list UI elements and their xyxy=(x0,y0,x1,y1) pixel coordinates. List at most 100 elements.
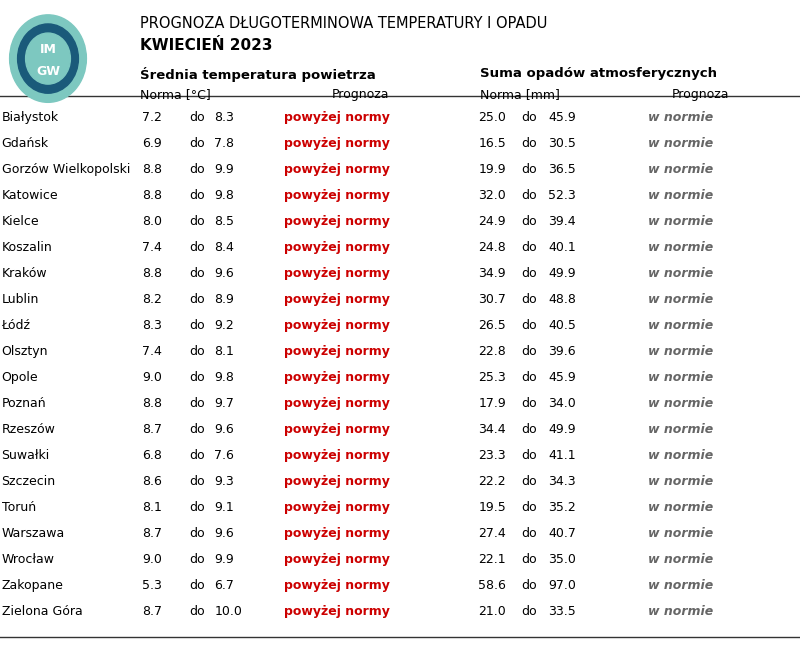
Text: do: do xyxy=(189,215,205,228)
Text: 16.5: 16.5 xyxy=(478,137,506,150)
Text: powyżej normy: powyżej normy xyxy=(284,397,390,410)
Text: 7.8: 7.8 xyxy=(214,137,234,150)
Text: 5.3: 5.3 xyxy=(142,579,162,592)
Text: KWIECIEŃ 2023: KWIECIEŃ 2023 xyxy=(140,38,273,53)
Text: 34.9: 34.9 xyxy=(478,267,506,280)
Text: do: do xyxy=(189,501,205,514)
Text: PROGNOZA DŁUGOTERMINOWA TEMPERATURY I OPADU: PROGNOZA DŁUGOTERMINOWA TEMPERATURY I OP… xyxy=(140,16,547,31)
Text: 34.4: 34.4 xyxy=(478,423,506,436)
Text: 19.5: 19.5 xyxy=(478,501,506,514)
Text: do: do xyxy=(189,345,205,358)
Text: 8.4: 8.4 xyxy=(214,241,234,254)
Text: 40.1: 40.1 xyxy=(548,241,576,254)
Text: w normie: w normie xyxy=(648,137,714,150)
Text: w normie: w normie xyxy=(648,111,714,124)
Text: do: do xyxy=(522,215,538,228)
Text: 45.9: 45.9 xyxy=(548,111,576,124)
Text: 35.0: 35.0 xyxy=(548,553,576,566)
Circle shape xyxy=(26,33,70,84)
Text: Kraków: Kraków xyxy=(2,267,47,280)
Text: do: do xyxy=(522,267,538,280)
Text: 49.9: 49.9 xyxy=(548,267,576,280)
Text: do: do xyxy=(522,449,538,462)
Text: powyżej normy: powyżej normy xyxy=(284,449,390,462)
Text: 39.6: 39.6 xyxy=(548,345,576,358)
Text: powyżej normy: powyżej normy xyxy=(284,605,390,618)
Text: 9.2: 9.2 xyxy=(214,319,234,332)
Text: 25.0: 25.0 xyxy=(478,111,506,124)
Text: Olsztyn: Olsztyn xyxy=(2,345,48,358)
Text: 8.5: 8.5 xyxy=(214,215,234,228)
Text: 8.1: 8.1 xyxy=(214,345,234,358)
Circle shape xyxy=(18,24,78,93)
Text: do: do xyxy=(522,189,538,202)
Text: 8.3: 8.3 xyxy=(214,111,234,124)
Text: 40.7: 40.7 xyxy=(548,527,576,540)
Text: Norma [°C]: Norma [°C] xyxy=(140,88,210,101)
Text: 34.0: 34.0 xyxy=(548,397,576,410)
Text: 9.8: 9.8 xyxy=(214,371,234,384)
Text: do: do xyxy=(189,267,205,280)
Text: 45.9: 45.9 xyxy=(548,371,576,384)
Text: Toruń: Toruń xyxy=(2,501,36,514)
Text: do: do xyxy=(522,501,538,514)
Text: do: do xyxy=(522,605,538,618)
Text: 22.8: 22.8 xyxy=(478,345,506,358)
Text: w normie: w normie xyxy=(648,215,714,228)
Text: 9.3: 9.3 xyxy=(214,475,234,488)
Text: 6.7: 6.7 xyxy=(214,579,234,592)
Text: do: do xyxy=(522,293,538,306)
Text: Suma opadów atmosferycznych: Suma opadów atmosferycznych xyxy=(480,67,717,80)
Text: 6.8: 6.8 xyxy=(142,449,162,462)
Text: 34.3: 34.3 xyxy=(548,475,576,488)
Text: do: do xyxy=(189,475,205,488)
Text: 41.1: 41.1 xyxy=(548,449,576,462)
Text: powyżej normy: powyżej normy xyxy=(284,579,390,592)
Text: do: do xyxy=(189,553,205,566)
Text: w normie: w normie xyxy=(648,501,714,514)
Text: do: do xyxy=(522,579,538,592)
Text: 97.0: 97.0 xyxy=(548,579,576,592)
Text: 8.7: 8.7 xyxy=(142,423,162,436)
Text: w normie: w normie xyxy=(648,397,714,410)
Text: 24.9: 24.9 xyxy=(478,215,506,228)
Text: do: do xyxy=(189,423,205,436)
Text: 9.0: 9.0 xyxy=(142,371,162,384)
Text: do: do xyxy=(522,527,538,540)
Circle shape xyxy=(10,15,86,102)
Text: 7.2: 7.2 xyxy=(142,111,162,124)
Text: powyżej normy: powyżej normy xyxy=(284,475,390,488)
Text: Zakopane: Zakopane xyxy=(2,579,63,592)
Text: powyżej normy: powyżej normy xyxy=(284,215,390,228)
Text: 17.9: 17.9 xyxy=(478,397,506,410)
Text: do: do xyxy=(522,111,538,124)
Text: powyżej normy: powyżej normy xyxy=(284,137,390,150)
Text: w normie: w normie xyxy=(648,527,714,540)
Text: 27.4: 27.4 xyxy=(478,527,506,540)
Text: w normie: w normie xyxy=(648,267,714,280)
Text: Gdańsk: Gdańsk xyxy=(2,137,49,150)
Text: 8.8: 8.8 xyxy=(142,397,162,410)
Text: 7.4: 7.4 xyxy=(142,241,162,254)
Text: 49.9: 49.9 xyxy=(548,423,576,436)
Text: w normie: w normie xyxy=(648,163,714,176)
Text: 9.6: 9.6 xyxy=(214,423,234,436)
Text: 23.3: 23.3 xyxy=(478,449,506,462)
Text: powyżej normy: powyżej normy xyxy=(284,501,390,514)
Text: Prognoza: Prognoza xyxy=(672,88,730,101)
Text: 8.7: 8.7 xyxy=(142,605,162,618)
Text: 39.4: 39.4 xyxy=(548,215,576,228)
Text: 40.5: 40.5 xyxy=(548,319,576,332)
Text: Łódź: Łódź xyxy=(2,319,30,332)
Text: do: do xyxy=(522,475,538,488)
Text: 25.3: 25.3 xyxy=(478,371,506,384)
Text: 9.9: 9.9 xyxy=(214,163,234,176)
Text: w normie: w normie xyxy=(648,241,714,254)
Text: powyżej normy: powyżej normy xyxy=(284,241,390,254)
Text: do: do xyxy=(189,241,205,254)
Text: do: do xyxy=(189,189,205,202)
Text: w normie: w normie xyxy=(648,605,714,618)
Text: Szczecin: Szczecin xyxy=(2,475,56,488)
Text: 22.1: 22.1 xyxy=(478,553,506,566)
Text: 33.5: 33.5 xyxy=(548,605,576,618)
